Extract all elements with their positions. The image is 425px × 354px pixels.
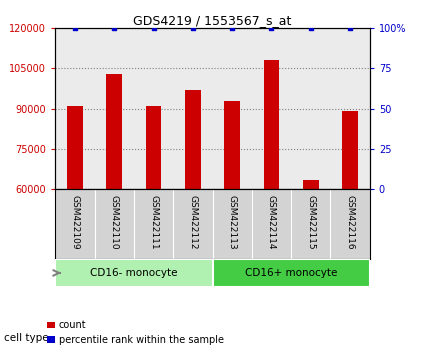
Bar (303, 179, 319, 189)
Text: CD16- monocyte: CD16- monocyte (90, 268, 178, 278)
Point (307, 25, 314, 31)
Text: GSM422115: GSM422115 (306, 194, 315, 249)
Bar (55, 259, 212, 287)
Bar (67, 106, 83, 189)
Bar (342, 111, 358, 189)
Bar (212, 259, 370, 287)
Point (347, 25, 354, 31)
Bar (264, 61, 279, 189)
Legend: count, percentile rank within the sample: count, percentile rank within the sample (43, 316, 227, 349)
Text: GSM422109: GSM422109 (71, 194, 79, 249)
Bar (224, 101, 240, 189)
Point (268, 25, 275, 31)
Text: GSM422111: GSM422111 (149, 194, 158, 249)
Text: GSM422112: GSM422112 (188, 194, 197, 249)
Text: GSM422110: GSM422110 (110, 194, 119, 249)
Point (150, 25, 157, 31)
Bar (185, 90, 201, 189)
Point (111, 25, 118, 31)
Title: GDS4219 / 1553567_s_at: GDS4219 / 1553567_s_at (133, 14, 292, 27)
Point (71, 25, 78, 31)
Bar (146, 106, 162, 189)
Point (229, 25, 235, 31)
Text: GSM422116: GSM422116 (346, 194, 354, 249)
Text: GSM422113: GSM422113 (228, 194, 237, 249)
Bar (106, 74, 122, 189)
Text: GSM422114: GSM422114 (267, 194, 276, 249)
Point (190, 25, 196, 31)
Text: CD16+ monocyte: CD16+ monocyte (245, 268, 337, 278)
Text: cell type: cell type (4, 333, 49, 343)
